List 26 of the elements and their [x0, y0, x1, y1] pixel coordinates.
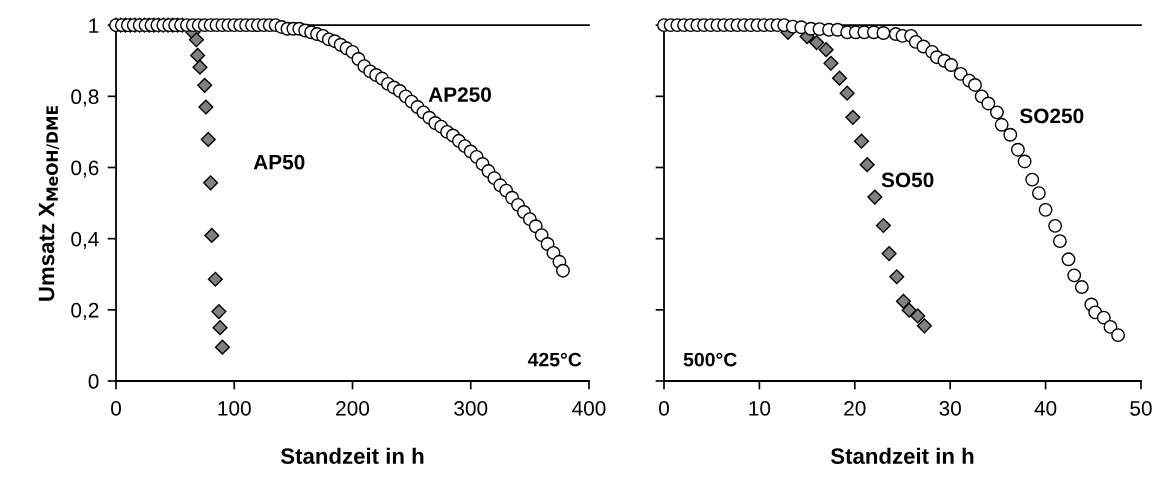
x-tick-label: 20	[844, 401, 866, 416]
series-label: AP250	[428, 87, 492, 102]
y-tick-label: 0,8	[71, 89, 99, 107]
x-tick-label: 40	[1034, 401, 1057, 416]
x-tick-label: 100	[218, 401, 251, 416]
x-axis-title: Standzeit in h	[830, 447, 974, 464]
series-label: AP50	[253, 154, 305, 170]
annotation: 425°C	[527, 352, 582, 367]
y-axis-title: Umsatz X$_{MeOH/DME}$	[38, 106, 60, 301]
x-tick-label: 300	[454, 401, 488, 416]
x-tick-label: 50	[1130, 401, 1152, 416]
series-label: SO250	[1019, 108, 1084, 124]
x-tick-label: 400	[572, 401, 606, 416]
x-tick-label: 0	[111, 401, 122, 416]
y-tick-label: 0,4	[71, 231, 99, 249]
x-axis-title: Standzeit in h	[280, 447, 424, 464]
y-tick-label: 0	[88, 374, 99, 389]
y-tick-label: 0,2	[71, 302, 99, 321]
annotation: 500°C	[683, 352, 737, 367]
y-tick-label: 1	[89, 18, 99, 33]
x-tick-label: 200	[336, 401, 370, 416]
x-tick-label: 30	[939, 401, 961, 416]
series-label: SO50	[881, 172, 934, 188]
x-tick-label: 0	[659, 401, 669, 416]
x-tick-label: 10	[749, 401, 771, 416]
y-tick-label: 0,6	[71, 160, 99, 178]
